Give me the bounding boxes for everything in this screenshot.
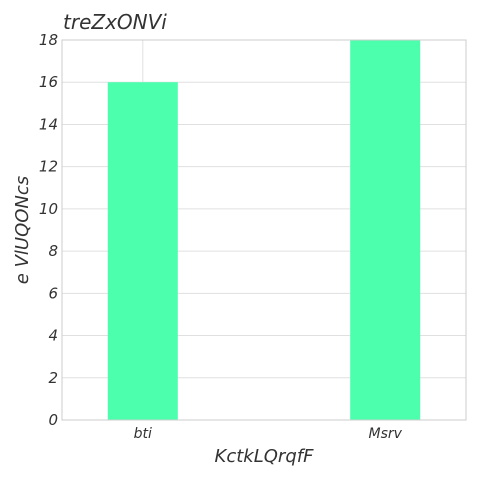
y-axis-label: e VlUQONcs	[12, 176, 33, 284]
y-tick-label: 16	[39, 73, 58, 91]
y-axis-ticks: 0 2 4 6 8 10 12 14 16 18	[39, 31, 58, 429]
chart-title: treZxONVi	[63, 10, 167, 34]
y-tick-label: 10	[39, 200, 58, 218]
bar-msrv	[350, 40, 421, 420]
bars	[107, 40, 421, 420]
y-tick-label: 18	[39, 31, 58, 49]
plot-frame	[61, 39, 467, 421]
bar-bti	[107, 82, 178, 420]
y-tick-label: 0	[48, 411, 58, 429]
y-tick-label: 4	[48, 327, 58, 345]
y-tick-label: 2	[48, 369, 58, 387]
x-axis-ticks: bti Msrv	[134, 426, 403, 442]
x-tick-label: Msrv	[368, 426, 402, 442]
y-tick-label: 6	[48, 284, 58, 302]
x-axis-label: KctkLQrqfF	[215, 446, 315, 467]
y-tick-label: 14	[39, 115, 58, 133]
x-tick-label: bti	[134, 426, 152, 442]
y-tick-label: 12	[39, 158, 58, 176]
y-tick-label: 8	[48, 242, 58, 260]
